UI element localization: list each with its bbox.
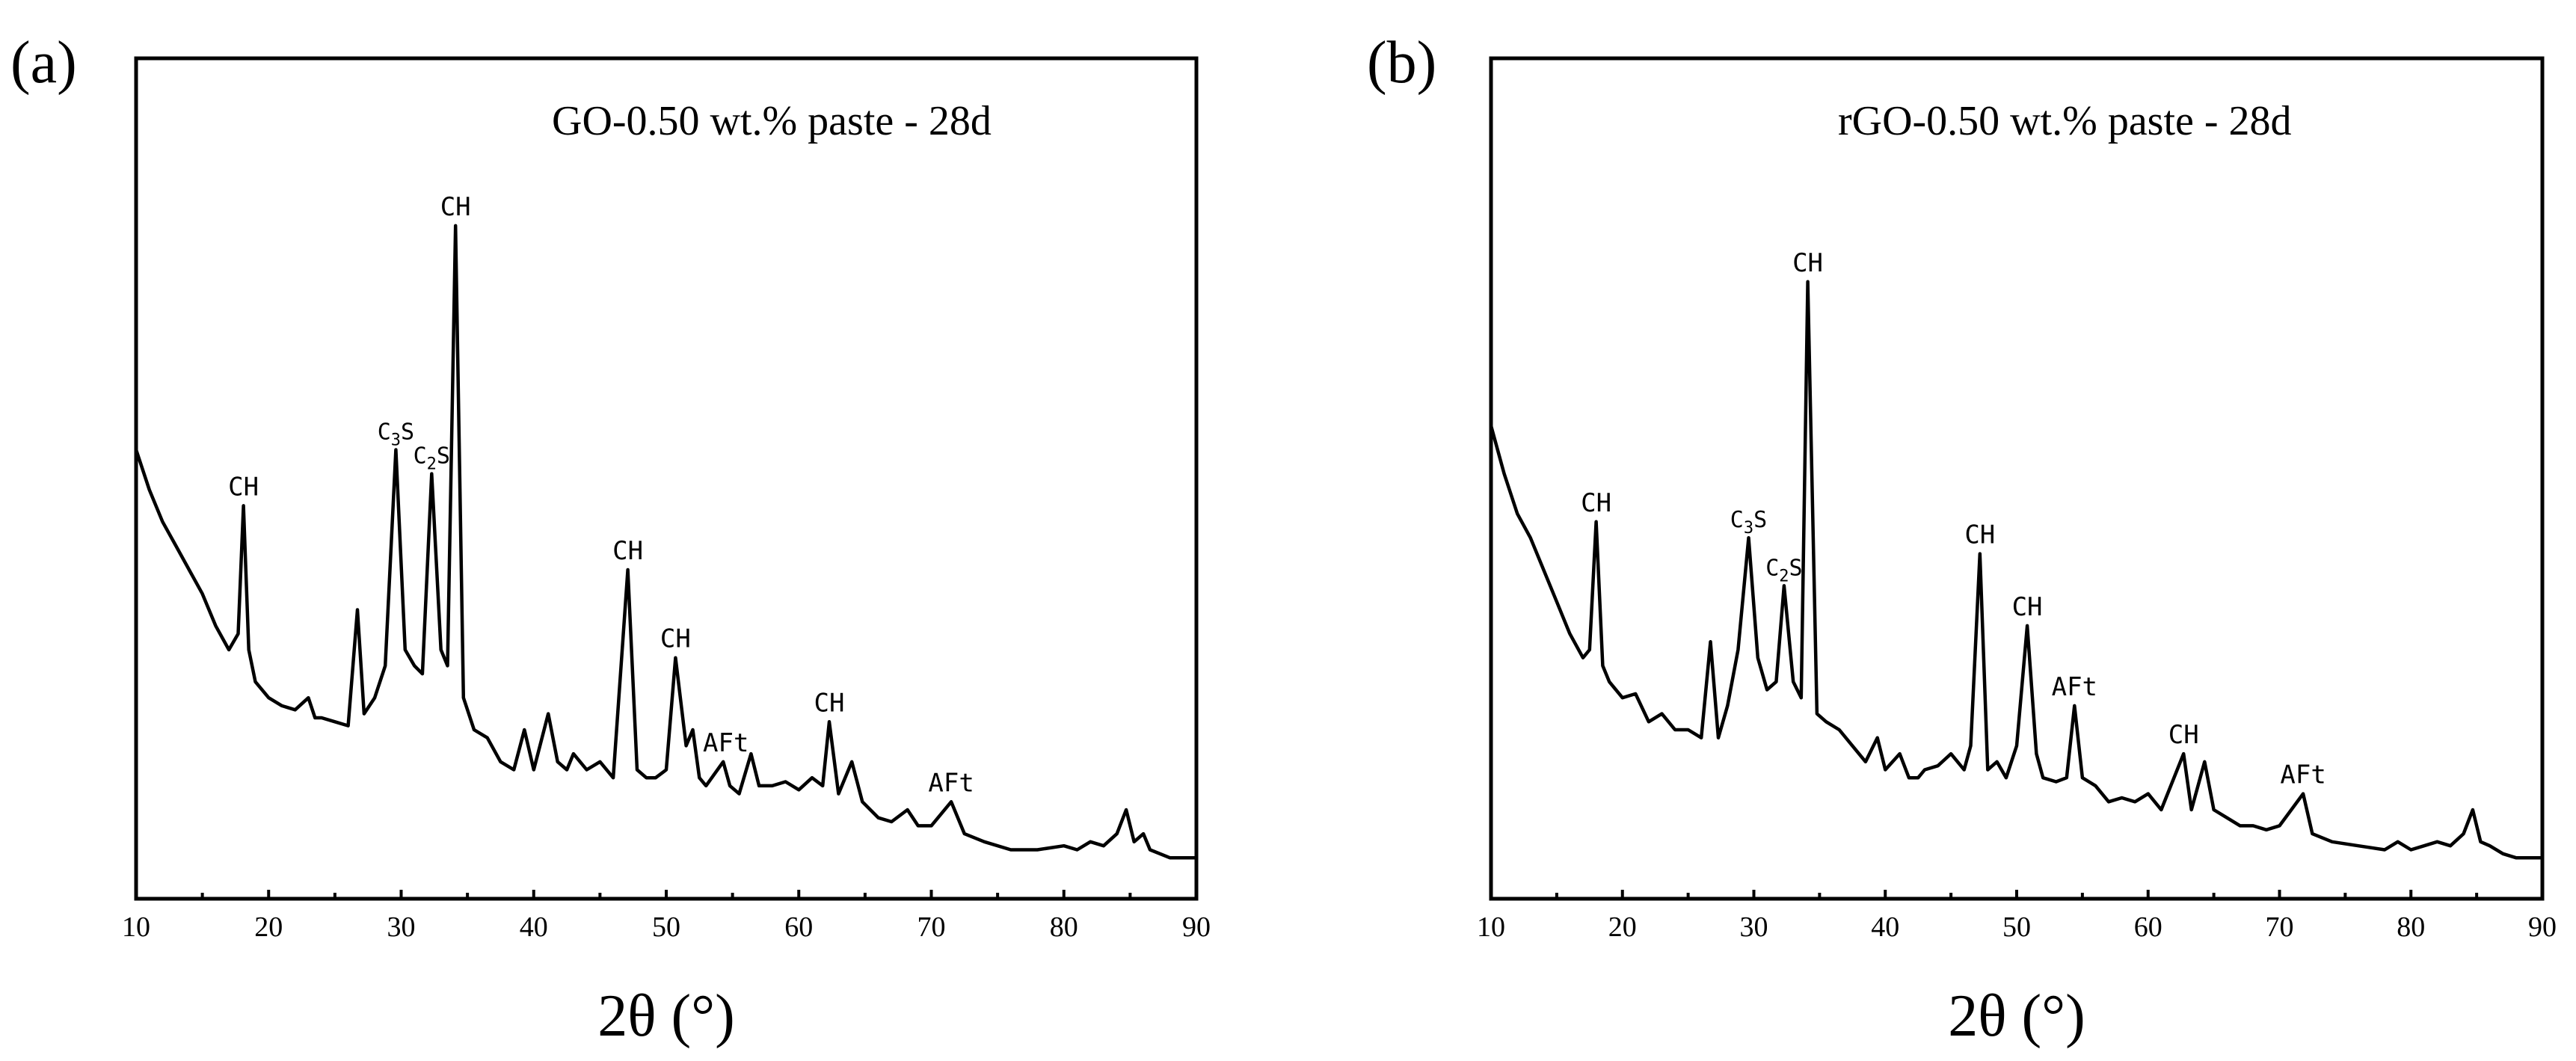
peak-label: C2S: [414, 443, 450, 474]
x-tick-label: 60: [2134, 911, 2162, 943]
peak-label: CH: [1792, 248, 1823, 278]
peak-label: AFt: [2052, 672, 2097, 702]
peak-label: CH: [2012, 592, 2043, 622]
panel-a-x-tick-labels: 10 20 30 40 50 60 70 80 90: [122, 911, 1211, 943]
panel-b-peak-labels: CH C3S C2S CH CH CH AFt CH AFt: [1581, 248, 2326, 790]
peak-label: CH: [228, 472, 259, 502]
x-tick-label: 10: [1477, 911, 1505, 943]
x-tick-label: 20: [1608, 911, 1637, 943]
peak-label: CH: [440, 192, 471, 222]
peak-label: CH: [660, 624, 691, 654]
x-tick-label: 60: [784, 911, 813, 943]
x-tick-label: 20: [254, 911, 283, 943]
panel-a-plot-frame: [134, 56, 1199, 901]
peak-label: C3S: [1730, 507, 1767, 538]
peak-label: CH: [1581, 488, 1611, 518]
panel-b: (b) rGO-0.50 wt.% paste - 28d 10 20 30 40 50…: [1367, 30, 2557, 1049]
panel-a-x-ticks: [135, 890, 1198, 899]
panel-b-title: rGO-0.50 wt.% paste - 28d: [1838, 98, 2292, 144]
peak-label: CH: [814, 688, 845, 718]
panel-b-label: (b): [1367, 30, 1436, 96]
peak-label: C2S: [1765, 555, 1802, 585]
panel-a-title: GO-0.50 wt.% paste - 28d: [552, 98, 992, 144]
panel-b-plot-frame: [1489, 56, 2545, 901]
panel-a-label: (a): [10, 30, 77, 96]
x-tick-label: 30: [1740, 911, 1768, 943]
panel-b-x-tick-labels: 10 20 30 40 50 60 70 80 90: [1477, 911, 2557, 943]
x-tick-label: 50: [652, 911, 680, 943]
peak-label: AFt: [928, 768, 974, 798]
panel-a-xrd-trace: [134, 224, 1199, 860]
x-tick-label: 70: [917, 911, 946, 943]
x-tick-label: 70: [2266, 911, 2294, 943]
peak-label: CH: [612, 536, 643, 566]
x-tick-label: 90: [1182, 911, 1211, 943]
panel-b-x-ticks: [1490, 890, 2544, 899]
peak-label: CH: [2168, 720, 2199, 750]
peak-label: AFt: [2280, 760, 2326, 790]
x-tick-label: 80: [2397, 911, 2425, 943]
x-tick-label: 30: [387, 911, 416, 943]
panel-a: (a) GO-0.50 wt.% paste - 28d 10 20 30 40 50 6…: [10, 30, 1211, 1049]
panel-a-x-axis-label: 2θ (°): [597, 983, 735, 1049]
x-tick-label: 40: [520, 911, 548, 943]
x-tick-label: 90: [2528, 911, 2557, 943]
peak-label: C3S: [378, 419, 414, 450]
peak-label: CH: [1964, 520, 1995, 550]
panel-b-x-axis-label: 2θ (°): [1948, 983, 2085, 1049]
x-tick-label: 50: [2002, 911, 2031, 943]
panel-b-xrd-trace: [1489, 280, 2545, 860]
peak-label: AFt: [703, 728, 748, 758]
x-tick-label: 10: [122, 911, 150, 943]
x-tick-label: 80: [1050, 911, 1078, 943]
x-tick-label: 40: [1871, 911, 1899, 943]
